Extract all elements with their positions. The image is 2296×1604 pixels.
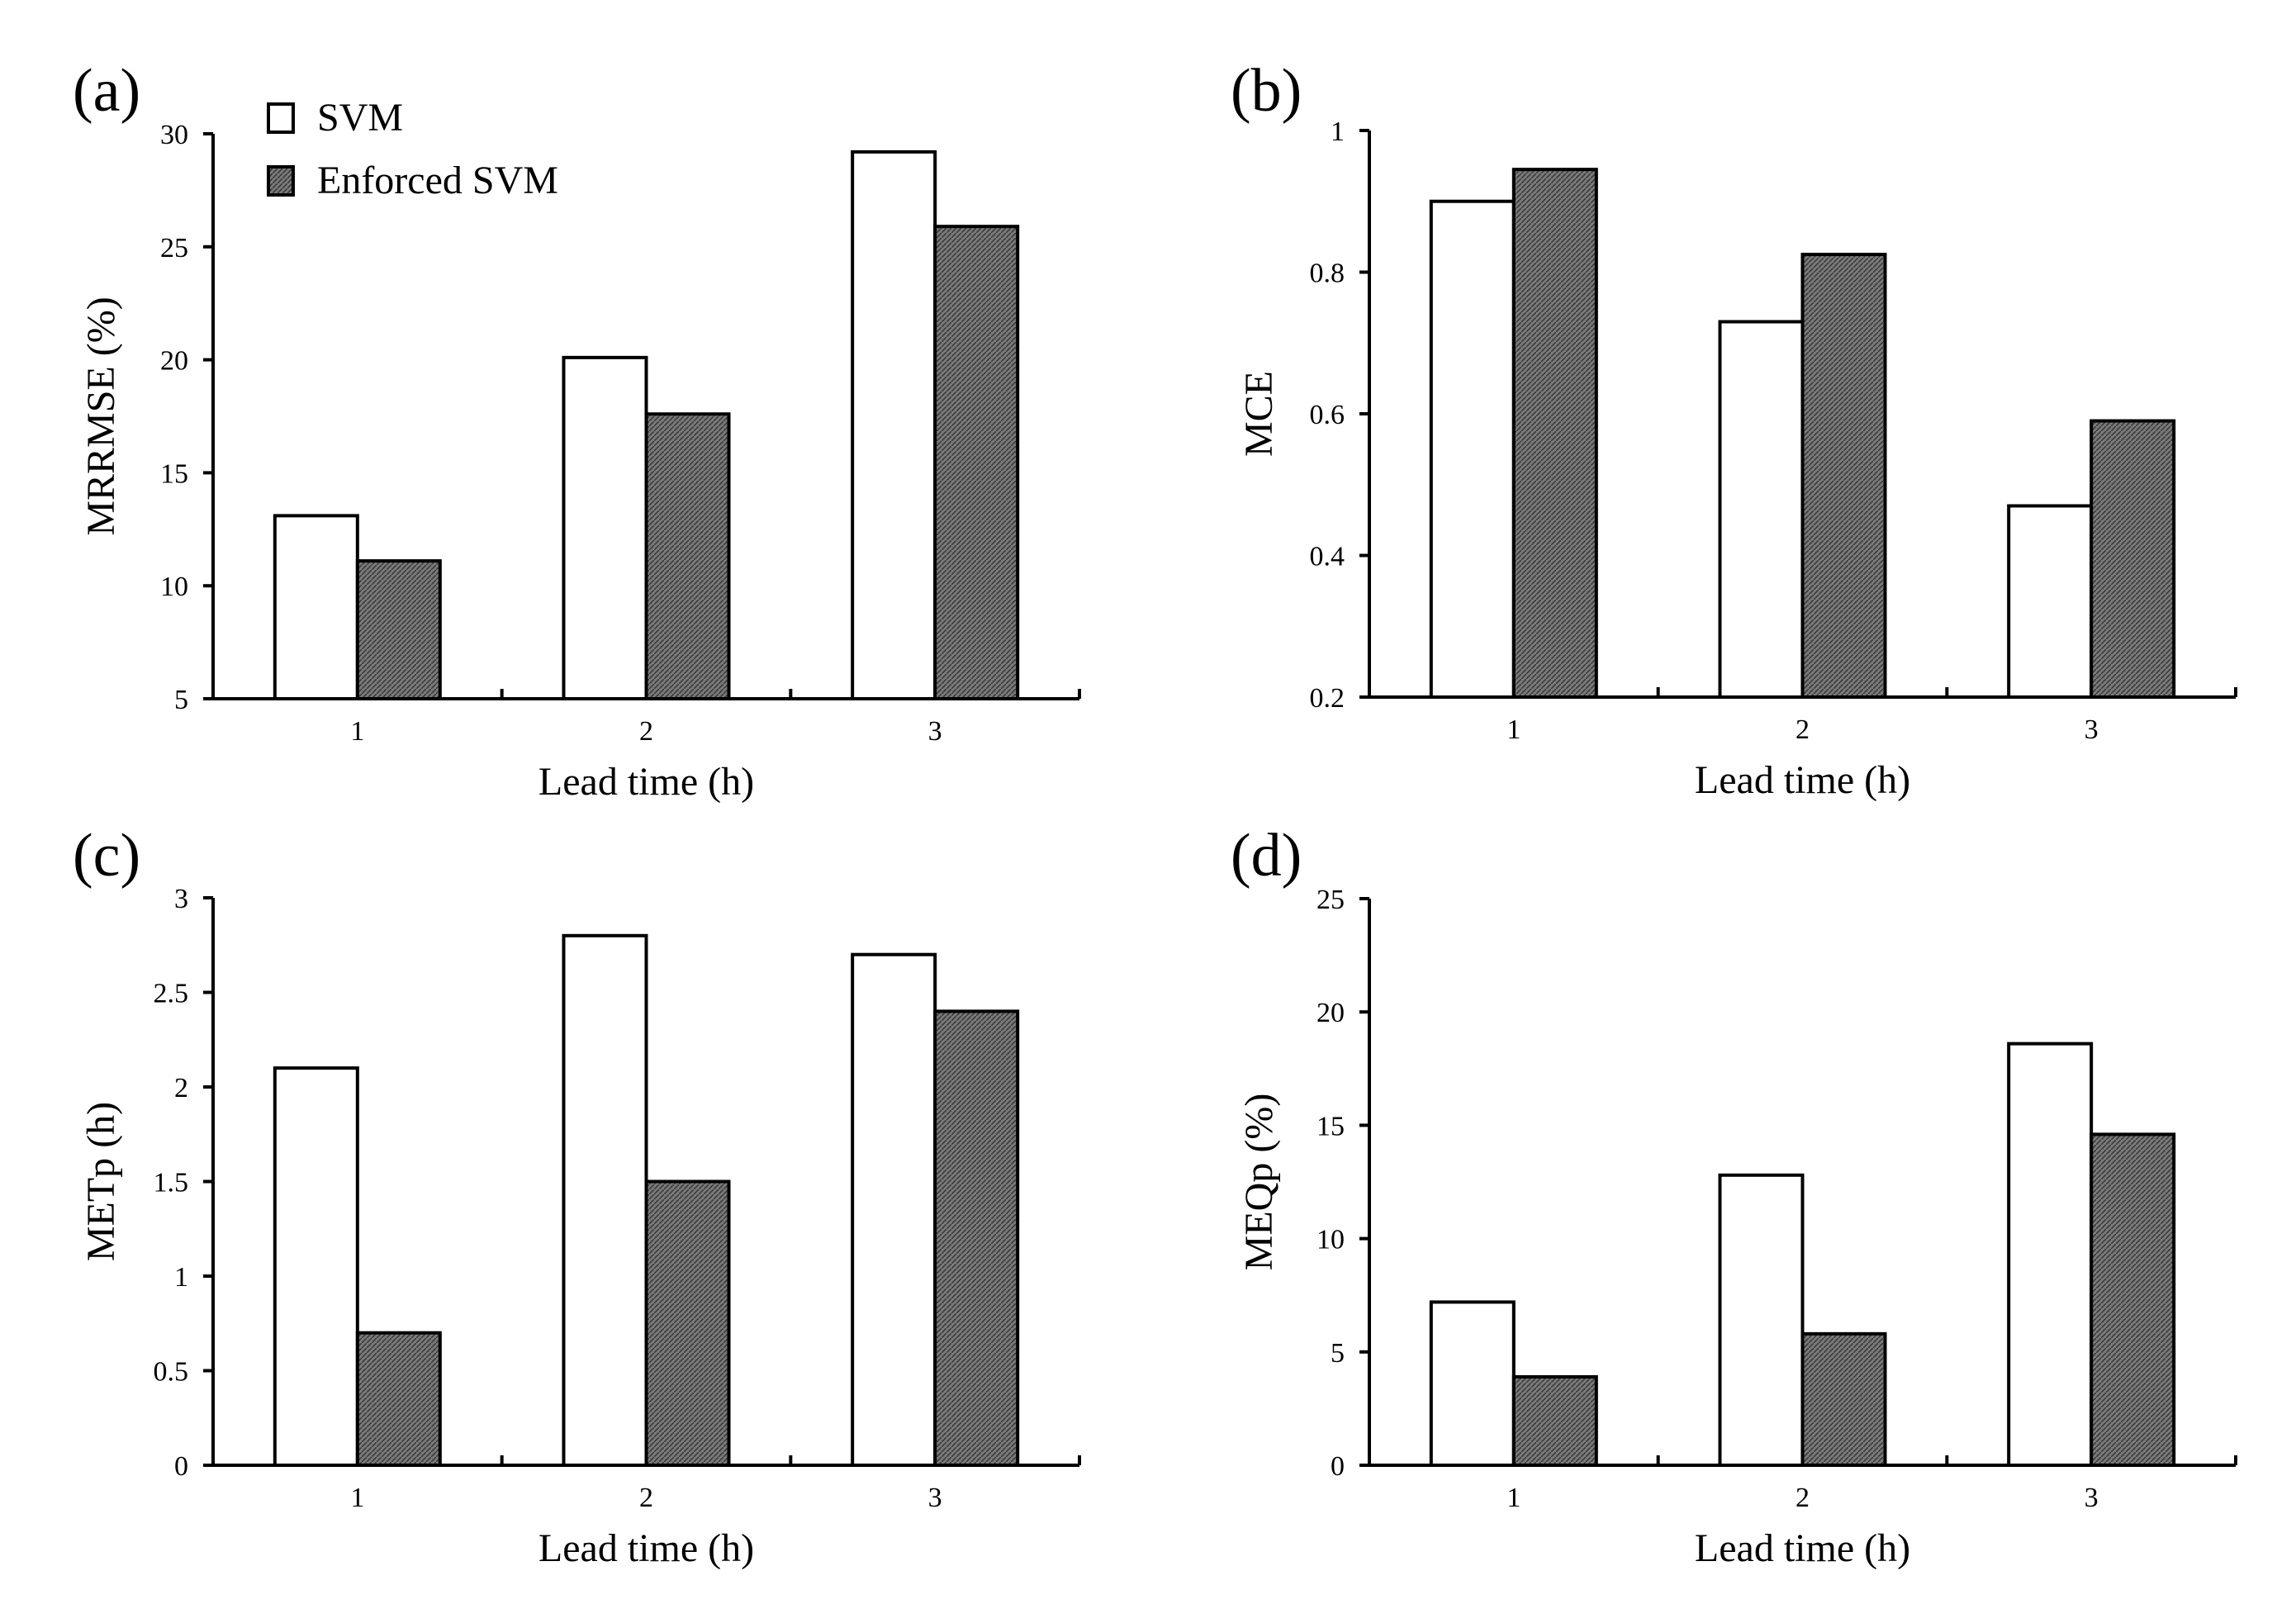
y-tick-label: 20: [160, 346, 188, 377]
y-axis-title: MEQp (%): [1237, 1094, 1281, 1271]
bar-enforced-svm: [2090, 419, 2176, 699]
legend-label-enforced: Enforced SVM: [317, 159, 558, 202]
bar-enforced-svm: [1800, 1331, 1887, 1468]
y-tick-label: 25: [1316, 885, 1345, 915]
x-axis-title: Lead time (h): [538, 1526, 754, 1570]
bar-svm: [273, 1066, 359, 1467]
x-tick-label: 3: [2085, 1483, 2099, 1513]
y-tick-label: 25: [160, 233, 188, 263]
y-tick-label: 0.5: [154, 1357, 189, 1388]
bar-enforced-svm: [1800, 253, 1887, 699]
bar-enforced-svm: [2090, 1132, 2176, 1467]
y-tick-label: 1: [174, 1262, 188, 1293]
panel-label: (d): [1231, 822, 1302, 890]
bar-svm: [273, 514, 359, 700]
y-tick-label: 2: [174, 1073, 188, 1103]
bar-svm: [1718, 320, 1805, 699]
bar-svm: [1429, 1300, 1516, 1467]
y-tick-label: 0: [174, 1451, 188, 1482]
panel-label: (c): [73, 822, 140, 890]
bar-svm: [851, 149, 937, 700]
y-tick-label: 3: [174, 884, 188, 914]
y-axis-title: MRRMSE (%): [79, 297, 123, 535]
x-axis-title: Lead time (h): [1695, 758, 1910, 802]
legend: SVM Enforced SVM: [267, 96, 558, 202]
bar-svm: [2007, 504, 2094, 699]
bar-svm: [1429, 199, 1516, 699]
x-tick-label: 3: [2085, 714, 2099, 745]
y-tick-label: 0.4: [1310, 542, 1345, 572]
panel-label: (a): [73, 57, 140, 125]
y-tick-label: 2.5: [154, 979, 189, 1009]
bar-enforced-svm: [933, 1009, 1020, 1467]
bar-enforced-svm: [355, 1331, 442, 1467]
chart-panel: 5 10 15 20 25 30 1 2 3 Lead time (h) MRRMSE (%) (a): [73, 57, 1081, 804]
legend-label-svm: SVM: [317, 96, 403, 140]
x-tick-label: 3: [928, 716, 942, 747]
bar-svm: [562, 933, 648, 1468]
y-tick-label: 20: [1316, 998, 1345, 1028]
bar-enforced-svm: [355, 559, 442, 700]
legend-swatch-svm: [267, 102, 295, 134]
y-tick-label: 0.8: [1310, 259, 1345, 289]
bar-svm: [562, 355, 648, 700]
chart-panel: 0.2 0.4 0.6 0.8 1 1 2 3 Lead time (h) MCE (b): [1231, 57, 2237, 802]
x-tick-label: 1: [350, 716, 364, 747]
y-tick-label: 0: [1331, 1451, 1345, 1482]
bar-enforced-svm: [1511, 168, 1598, 700]
x-tick-label: 1: [350, 1483, 364, 1513]
bar-enforced-svm: [933, 225, 1020, 700]
chart-panel: 0 5 10 15 20 25 1 2 3 Lead time (h) MEQp (%) (d): [1231, 822, 2237, 1570]
x-tick-label: 2: [639, 1483, 653, 1513]
x-axis-title: Lead time (h): [1695, 1526, 1910, 1570]
y-tick-label: 0.2: [1310, 683, 1345, 714]
x-tick-label: 1: [1506, 714, 1520, 745]
bar-enforced-svm: [644, 1179, 731, 1467]
y-tick-label: 15: [1316, 1111, 1345, 1141]
y-tick-label: 5: [1331, 1338, 1345, 1369]
y-tick-label: 30: [160, 120, 188, 150]
chart-panel: 0 0.5 1 1.5 2 2.5 3 1 2 3 Lead time (h) METp (h) (c): [73, 822, 1081, 1570]
x-axis-title: Lead time (h): [538, 760, 754, 804]
y-tick-label: 0.6: [1310, 400, 1345, 430]
y-tick-label: 5: [174, 685, 188, 715]
y-axis-title: MCE: [1237, 371, 1281, 457]
legend-swatch-enforced: [267, 165, 295, 197]
x-tick-label: 2: [1796, 714, 1810, 745]
y-axis-title: METp (h): [79, 1102, 123, 1261]
panel-label: (b): [1231, 57, 1302, 125]
bar-svm: [2007, 1042, 2094, 1467]
y-tick-label: 10: [1316, 1225, 1345, 1255]
x-tick-label: 2: [1796, 1483, 1810, 1513]
y-tick-label: 1: [1331, 116, 1345, 147]
y-tick-label: 1.5: [154, 1168, 189, 1198]
y-tick-label: 10: [160, 572, 188, 602]
bar-svm: [851, 952, 937, 1467]
bar-svm: [1718, 1173, 1805, 1467]
bar-enforced-svm: [1511, 1374, 1598, 1468]
x-tick-label: 1: [1506, 1483, 1520, 1513]
bar-enforced-svm: [644, 412, 731, 700]
x-tick-label: 3: [928, 1483, 942, 1513]
y-tick-label: 15: [160, 458, 188, 489]
x-tick-label: 2: [639, 716, 653, 747]
